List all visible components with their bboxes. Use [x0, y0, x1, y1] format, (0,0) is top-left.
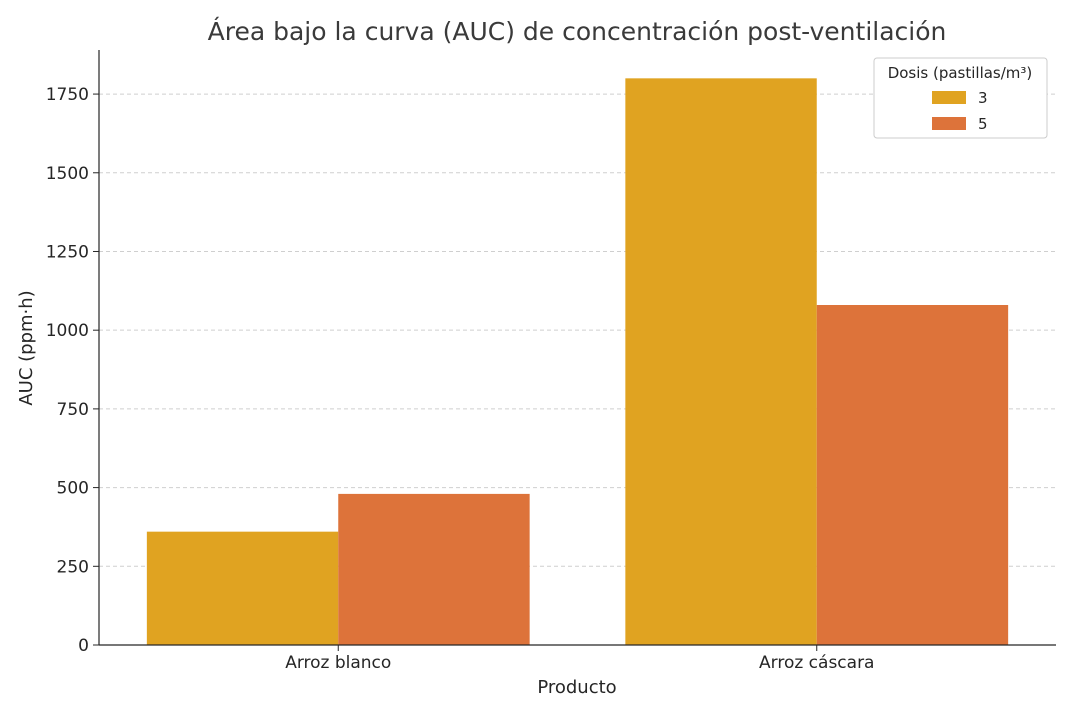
y-ticks: 0 250 500 750 1000 1250 1500 1750: [46, 85, 99, 656]
legend-swatch-3: [932, 91, 966, 104]
axes: [98, 50, 1056, 646]
y-tick-label: 1500: [46, 164, 89, 184]
y-tick-label: 1250: [46, 242, 89, 262]
x-axis-label: Producto: [537, 677, 616, 698]
legend-label-5: 5: [978, 115, 988, 133]
x-ticks: Arroz blanco Arroz cáscara: [285, 645, 874, 673]
bar-arroz-c-scara-dosis-5: [816, 305, 1009, 645]
x-tick-label: Arroz blanco: [285, 653, 391, 673]
bar-arroz-c-scara-dosis-3: [625, 78, 817, 646]
legend-title: Dosis (pastillas/m³): [888, 64, 1033, 82]
legend-items: 35: [932, 89, 988, 133]
chart-title: Área bajo la curva (AUC) de concentració…: [208, 17, 947, 46]
gridlines: [99, 93, 1056, 567]
bars: [146, 78, 1009, 646]
y-tick-label: 1000: [46, 321, 89, 341]
y-tick-label: 500: [57, 479, 89, 499]
y-axis-label: AUC (ppm·h): [16, 290, 37, 405]
legend-swatch-5: [932, 117, 966, 130]
x-tick-label: Arroz cáscara: [759, 653, 874, 673]
bar-arroz-blanco-dosis-3: [146, 531, 339, 645]
bar-arroz-blanco-dosis-5: [338, 493, 530, 645]
legend: Dosis (pastillas/m³) 35: [873, 57, 1048, 139]
y-tick-label: 250: [57, 557, 89, 577]
y-tick-label: 750: [57, 400, 89, 420]
y-tick-label: 0: [78, 636, 89, 656]
legend-label-3: 3: [978, 89, 988, 107]
y-tick-label: 1750: [46, 85, 89, 105]
